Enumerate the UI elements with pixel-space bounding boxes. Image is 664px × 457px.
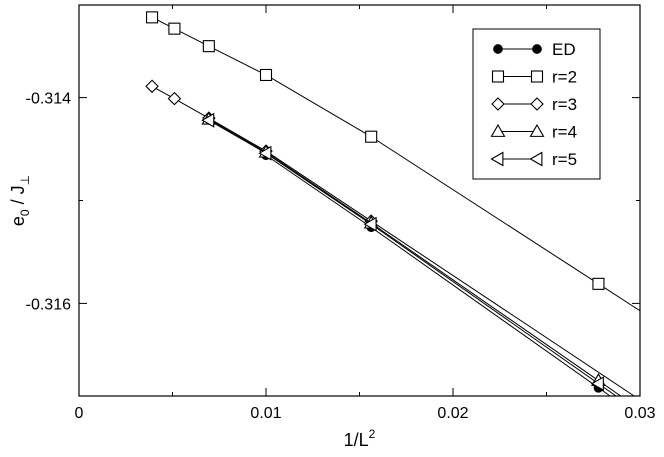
legend-entry-r-5: r=5 bbox=[490, 150, 577, 169]
x-axis-label: 1/L2 bbox=[344, 427, 376, 450]
x-tick-label: 0.02 bbox=[437, 405, 468, 422]
series-line-ed bbox=[265, 154, 611, 397]
y-axis-label: e0 / J⊥ bbox=[8, 175, 32, 226]
series-ed bbox=[261, 150, 611, 397]
data-point-r-2 bbox=[259, 68, 273, 82]
legend-marker bbox=[529, 151, 543, 167]
data-point-r-5 bbox=[258, 145, 272, 161]
data-point-r-5 bbox=[201, 112, 215, 128]
data-point-r-2 bbox=[168, 22, 181, 35]
data-point-r-2 bbox=[365, 130, 378, 143]
legend-marker bbox=[490, 123, 506, 137]
axis-ticks: 0 0.01 0.02 0.03 -0.314 -0.316 bbox=[26, 5, 656, 422]
data-point-r-3 bbox=[145, 79, 159, 94]
data-point-r-3 bbox=[167, 91, 182, 106]
y-tick-label: -0.316 bbox=[26, 296, 71, 313]
data-point-r-2 bbox=[202, 40, 215, 53]
legend-label: r=2 bbox=[552, 68, 577, 87]
legend-marker bbox=[530, 97, 544, 111]
y-axis-title: e0 / J⊥ bbox=[8, 175, 32, 226]
x-tick-label: 0.01 bbox=[250, 405, 281, 422]
legend-label: ED bbox=[552, 40, 576, 59]
legend-marker bbox=[491, 97, 505, 111]
legend-entry-ed: ED bbox=[493, 40, 576, 59]
legend-entry-r-2: r=2 bbox=[491, 68, 577, 87]
legend-label: r=5 bbox=[552, 150, 577, 169]
x-tick-label: 0 bbox=[75, 405, 84, 422]
legend-marker bbox=[530, 70, 544, 83]
legend-marker bbox=[491, 70, 505, 83]
x-tick-label: 0.03 bbox=[624, 405, 655, 422]
series-r-5 bbox=[201, 112, 617, 397]
data-point-r-5 bbox=[363, 216, 377, 232]
legend-marker bbox=[532, 44, 542, 54]
legend-label: r=4 bbox=[552, 123, 577, 142]
data-point-r-2 bbox=[145, 11, 159, 24]
legend-marker bbox=[490, 151, 504, 167]
legend-marker bbox=[529, 123, 545, 137]
legend: ED r=2 r=3 r=4 r=5 bbox=[472, 28, 601, 180]
y-tick-label: -0.314 bbox=[26, 91, 71, 108]
legend-marker bbox=[493, 44, 503, 54]
series-group bbox=[145, 11, 641, 397]
legend-label: r=3 bbox=[552, 95, 577, 114]
series-r-2 bbox=[145, 11, 641, 312]
data-point-r-5 bbox=[590, 376, 604, 392]
legend-entry-r-4: r=4 bbox=[490, 123, 577, 142]
x-axis-title: 1/L2 bbox=[344, 427, 376, 450]
data-point-r-2 bbox=[592, 277, 605, 290]
legend-entry-r-3: r=3 bbox=[491, 95, 577, 114]
